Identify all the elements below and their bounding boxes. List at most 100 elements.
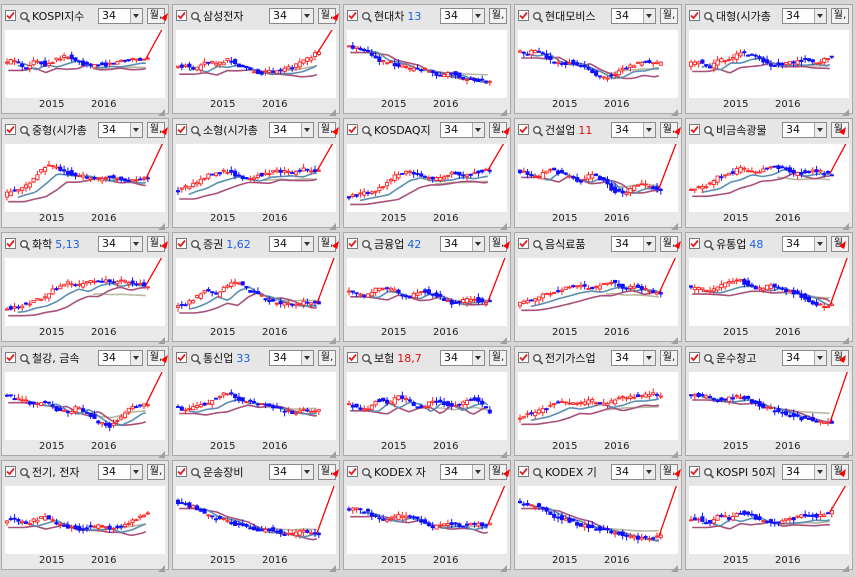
- dropdown-arrow-icon[interactable]: [130, 123, 142, 137]
- timeframe-button[interactable]: 월,: [831, 464, 849, 480]
- magnifier-icon[interactable]: [703, 9, 715, 23]
- chart-panel[interactable]: 현대차 13 34 월, 2015 2016: [343, 4, 511, 116]
- timeframe-button[interactable]: 월,: [660, 122, 678, 138]
- timeframe-button[interactable]: 월,: [489, 236, 507, 252]
- timeframe-button[interactable]: 월,: [147, 8, 165, 24]
- resize-grip-icon[interactable]: [499, 216, 508, 230]
- panel-checkbox[interactable]: [347, 238, 358, 249]
- chart-panel[interactable]: 통신업 33 34 월, 2015 2016: [172, 346, 340, 458]
- price-chart[interactable]: [175, 477, 338, 554]
- period-input[interactable]: 34: [611, 464, 656, 480]
- magnifier-icon[interactable]: [532, 237, 544, 251]
- price-chart[interactable]: [517, 30, 678, 98]
- symbol-name[interactable]: 중형(시가총: [32, 123, 99, 139]
- timeframe-button[interactable]: 월,: [318, 464, 336, 480]
- period-input[interactable]: 34: [611, 350, 656, 366]
- dropdown-arrow-icon[interactable]: [643, 123, 655, 137]
- price-chart[interactable]: [517, 372, 678, 440]
- magnifier-icon[interactable]: [361, 465, 373, 479]
- chart-panel[interactable]: 금융업 42 34 월, 2015 2016: [343, 232, 511, 344]
- symbol-name[interactable]: 전기가스업: [545, 351, 612, 367]
- panel-checkbox[interactable]: [347, 466, 358, 477]
- panel-checkbox[interactable]: [518, 352, 529, 363]
- resize-grip-icon[interactable]: [670, 558, 679, 572]
- chart-panel[interactable]: KODEX 기 34 월, 2015 2016: [514, 460, 682, 572]
- panel-checkbox[interactable]: [176, 352, 187, 363]
- panel-checkbox[interactable]: [689, 352, 700, 363]
- dropdown-arrow-icon[interactable]: [814, 237, 826, 251]
- chart-panel[interactable]: 대형(시가총 34 월, 2015 2016: [685, 4, 853, 116]
- price-chart[interactable]: [688, 135, 851, 212]
- period-input[interactable]: 34: [782, 350, 827, 366]
- magnifier-icon[interactable]: [532, 9, 544, 23]
- chart-panel[interactable]: 건설업 11 34 월, 2015 2016: [514, 118, 682, 230]
- magnifier-icon[interactable]: [190, 9, 202, 23]
- period-input[interactable]: 34: [98, 236, 143, 252]
- resize-grip-icon[interactable]: [670, 102, 679, 116]
- dropdown-arrow-icon[interactable]: [301, 123, 313, 137]
- price-chart[interactable]: [4, 249, 167, 326]
- period-input[interactable]: 34: [611, 8, 656, 24]
- chart-panel[interactable]: KOSPI 50지 34 월, 2015 2016: [685, 460, 853, 572]
- period-input[interactable]: 34: [440, 464, 485, 480]
- dropdown-arrow-icon[interactable]: [301, 351, 313, 365]
- period-input[interactable]: 34: [440, 122, 485, 138]
- panel-checkbox[interactable]: [689, 10, 700, 21]
- chart-panel[interactable]: 음식료품 34 월, 2015 2016: [514, 232, 682, 344]
- dropdown-arrow-icon[interactable]: [814, 465, 826, 479]
- panel-checkbox[interactable]: [518, 238, 529, 249]
- timeframe-button[interactable]: 월,: [489, 350, 507, 366]
- chart-panel[interactable]: 삼성전자 34 월, 2015 2016: [172, 4, 340, 116]
- period-input[interactable]: 34: [98, 464, 143, 480]
- period-input[interactable]: 34: [782, 8, 827, 24]
- period-input[interactable]: 34: [782, 122, 827, 138]
- period-input[interactable]: 34: [440, 236, 485, 252]
- panel-checkbox[interactable]: [347, 10, 358, 21]
- dropdown-arrow-icon[interactable]: [130, 351, 142, 365]
- price-chart[interactable]: [175, 21, 338, 98]
- magnifier-icon[interactable]: [361, 351, 373, 365]
- resize-grip-icon[interactable]: [157, 216, 166, 230]
- dropdown-arrow-icon[interactable]: [130, 9, 142, 23]
- dropdown-arrow-icon[interactable]: [472, 237, 484, 251]
- magnifier-icon[interactable]: [532, 351, 544, 365]
- symbol-name[interactable]: 보험 18,7: [374, 351, 441, 367]
- panel-checkbox[interactable]: [5, 124, 16, 135]
- magnifier-icon[interactable]: [190, 351, 202, 365]
- magnifier-icon[interactable]: [19, 9, 31, 23]
- magnifier-icon[interactable]: [361, 9, 373, 23]
- magnifier-icon[interactable]: [19, 351, 31, 365]
- dropdown-arrow-icon[interactable]: [814, 9, 826, 23]
- price-chart[interactable]: [517, 249, 680, 326]
- symbol-name[interactable]: 금융업 42: [374, 237, 441, 253]
- dropdown-arrow-icon[interactable]: [472, 123, 484, 137]
- symbol-name[interactable]: 운수창고: [716, 351, 783, 367]
- magnifier-icon[interactable]: [703, 351, 715, 365]
- dropdown-arrow-icon[interactable]: [643, 237, 655, 251]
- timeframe-button[interactable]: 월,: [147, 236, 165, 252]
- price-chart[interactable]: [517, 135, 680, 212]
- period-input[interactable]: 34: [782, 464, 827, 480]
- resize-grip-icon[interactable]: [499, 102, 508, 116]
- symbol-name[interactable]: 소형(시가총: [203, 123, 270, 139]
- dropdown-arrow-icon[interactable]: [472, 465, 484, 479]
- magnifier-icon[interactable]: [703, 123, 715, 137]
- dropdown-arrow-icon[interactable]: [643, 351, 655, 365]
- chart-panel[interactable]: KOSPI지수 34 월, 2015 2016: [1, 4, 169, 116]
- price-chart[interactable]: [688, 249, 851, 326]
- panel-checkbox[interactable]: [518, 124, 529, 135]
- magnifier-icon[interactable]: [703, 237, 715, 251]
- price-chart[interactable]: [346, 477, 509, 554]
- chart-panel[interactable]: 현대모비스 34 월, 2015 2016: [514, 4, 682, 116]
- timeframe-button[interactable]: 월,: [318, 236, 336, 252]
- price-chart[interactable]: [517, 477, 680, 554]
- chart-panel[interactable]: 소형(시가총 34 월, 2015 2016: [172, 118, 340, 230]
- timeframe-button[interactable]: 월,: [318, 122, 336, 138]
- symbol-name[interactable]: KOSDAQ지: [374, 123, 441, 139]
- resize-grip-icon[interactable]: [328, 216, 337, 230]
- timeframe-button[interactable]: 월,: [489, 8, 507, 24]
- resize-grip-icon[interactable]: [157, 330, 166, 344]
- period-input[interactable]: 34: [611, 236, 656, 252]
- timeframe-button[interactable]: 월,: [831, 8, 849, 24]
- price-chart[interactable]: [4, 135, 167, 212]
